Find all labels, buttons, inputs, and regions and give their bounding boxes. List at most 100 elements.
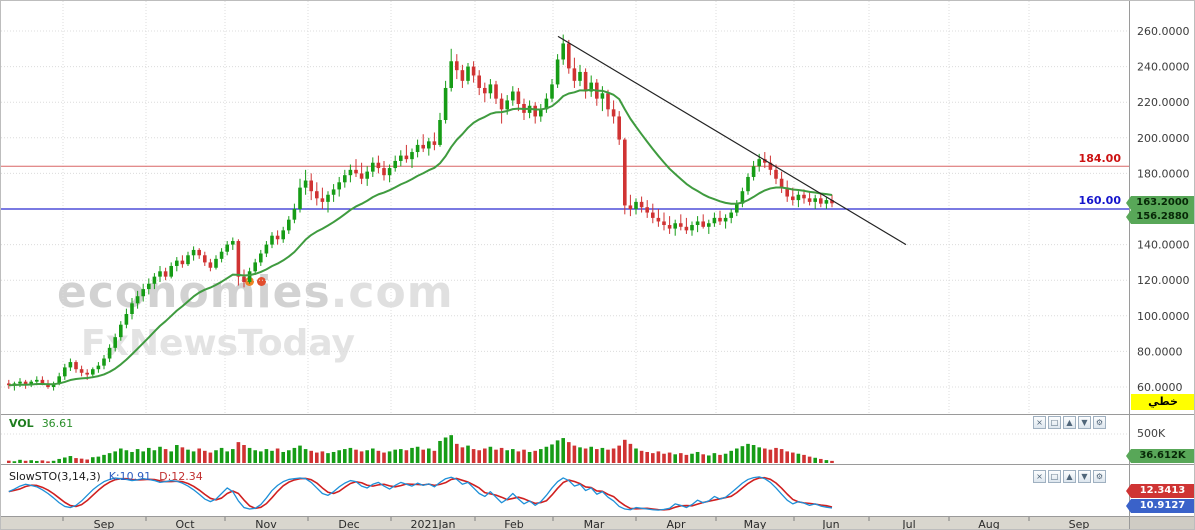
candle-body <box>320 198 325 202</box>
volume-pane-move-up-button[interactable]: ▲ <box>1063 416 1076 429</box>
volume-bar <box>46 461 50 463</box>
candle-body <box>427 141 431 149</box>
candle-body <box>751 166 756 177</box>
volume-bar <box>606 449 610 463</box>
volume-bar <box>427 448 431 463</box>
month-label: Jul <box>901 518 915 530</box>
candle-body <box>516 91 521 104</box>
candle-body <box>757 159 761 167</box>
sto-k-tag: 10.9127 <box>1126 499 1194 513</box>
candle-body <box>135 296 140 304</box>
candle-body <box>656 217 661 222</box>
month-label: Jun <box>821 518 839 530</box>
candle-body <box>533 105 537 117</box>
sto-pane-settings-button[interactable]: ⚙ <box>1093 470 1106 483</box>
volume-bar <box>281 451 285 463</box>
volume-bar <box>231 449 235 463</box>
candle-body <box>40 379 45 384</box>
volume-bar <box>208 452 213 463</box>
brand-watermark-subtitle: FxNewsToday <box>81 323 355 364</box>
y-axis-label: 200.0000 <box>1137 132 1190 145</box>
candle-body <box>231 241 235 245</box>
candle-body <box>639 201 644 208</box>
volume-bar <box>656 451 661 463</box>
volume-bar <box>673 454 677 463</box>
sto-pane-move-up-button[interactable]: ▲ <box>1063 470 1076 483</box>
volume-bar <box>690 453 694 463</box>
volume-bar <box>695 451 700 463</box>
sto-pane-close-button[interactable]: × <box>1033 470 1046 483</box>
volume-bar <box>617 445 621 463</box>
y-axis-label: 260.0000 <box>1137 25 1190 38</box>
candle-body <box>158 271 162 277</box>
volume-bar <box>242 445 246 463</box>
volume-pane-restore-button[interactable]: □ <box>1048 416 1061 429</box>
candle-body <box>270 235 274 245</box>
candle-body <box>483 87 487 94</box>
volume-bar <box>147 447 151 463</box>
volume-bar <box>264 449 269 463</box>
candle-body <box>432 141 437 145</box>
volume-bar <box>259 451 263 463</box>
volume-bar <box>499 447 504 463</box>
volume-bar <box>124 450 129 463</box>
candle-body <box>628 205 633 209</box>
candle-body <box>505 100 509 110</box>
volume-pane-move-down-button[interactable]: ▼ <box>1078 416 1091 429</box>
candle-body <box>35 379 39 382</box>
brand-name: economies <box>57 267 331 318</box>
volume-bar <box>807 456 812 463</box>
volume-bar <box>645 451 649 463</box>
candle-body <box>175 260 179 266</box>
candle-body <box>57 376 61 384</box>
volume-bar <box>488 446 493 463</box>
volume-bar <box>197 448 201 463</box>
candle-body <box>343 175 347 183</box>
volume-bar <box>768 449 773 463</box>
volume-pane-header: VOL 36.61 <box>9 417 73 430</box>
candle-body <box>180 260 185 265</box>
volume-bar <box>611 448 616 463</box>
candle-body <box>466 66 470 81</box>
trendline <box>557 35 907 246</box>
candle-body <box>91 369 95 375</box>
candle-body <box>617 116 621 140</box>
sto-pane-move-down-button[interactable]: ▼ <box>1078 470 1091 483</box>
volume-current-value: 36.61 <box>41 417 74 430</box>
volume-pane-close-button[interactable]: × <box>1033 416 1046 429</box>
candle-body <box>382 168 386 176</box>
volume-bar <box>572 445 577 463</box>
candle-body <box>186 255 190 265</box>
volume-pane-settings-button[interactable]: ⚙ <box>1093 416 1106 429</box>
volume-bar <box>292 447 297 463</box>
candle-body <box>645 207 649 213</box>
candle-body <box>348 169 353 176</box>
support-level-label: 160.00 <box>1078 194 1121 207</box>
volume-bar <box>449 435 453 463</box>
candle-body <box>802 194 806 199</box>
volume-bar <box>303 449 308 463</box>
grid <box>1 1 1129 435</box>
candle-body <box>130 303 134 315</box>
volume-bar <box>253 450 257 463</box>
candle-body <box>673 223 677 229</box>
candle-body <box>404 155 409 160</box>
volume-bar <box>191 451 196 463</box>
volume-bar <box>651 453 655 463</box>
volume-bar <box>679 453 683 463</box>
candle-body <box>718 217 722 222</box>
volume-bar <box>102 454 106 463</box>
sto-pane-header: SlowSTO(3,14,3) K:10.91 D:12.34 <box>9 470 203 483</box>
volume-bar <box>483 448 487 463</box>
volume-bar <box>595 449 599 463</box>
brand-watermark: economies.com <box>57 267 454 318</box>
volume-bar <box>746 443 750 463</box>
candle-body <box>555 59 560 85</box>
candle-body <box>477 75 481 88</box>
sto-pane-restore-button[interactable]: □ <box>1048 470 1061 483</box>
candle-body <box>376 162 381 169</box>
candle-body <box>23 381 28 386</box>
candle-body <box>443 87 448 120</box>
y-axis-label: 100.0000 <box>1137 310 1190 323</box>
